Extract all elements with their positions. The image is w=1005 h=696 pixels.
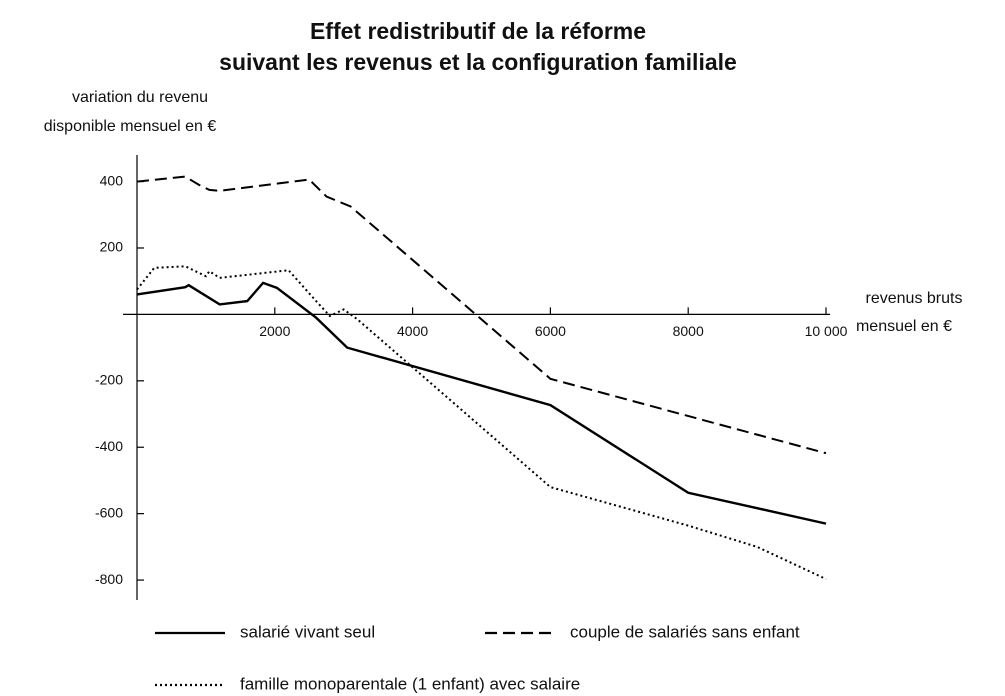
legend-label: famille monoparentale (1 enfant) avec sa… [240,674,580,693]
y-tick-label: -800 [95,571,123,587]
series-line [136,265,827,580]
legend-label: couple de salariés sans enfant [570,622,800,641]
y-axis-label: variation du revenu [72,89,208,106]
x-tick-label: 8000 [673,323,704,339]
x-axis-label: mensuel en € [856,318,952,335]
y-tick-label: -400 [95,438,123,454]
y-tick-label: -600 [95,504,123,520]
series-line [136,175,827,455]
x-tick-label: 2000 [259,323,290,339]
y-tick-label: 200 [100,239,124,255]
x-tick-label: 6000 [535,323,566,339]
chart-title: Effet redistributif de la réforme [310,18,646,44]
y-tick-label: -200 [95,372,123,388]
y-axis-label: disponible mensuel en € [44,118,217,135]
x-tick-label: 4000 [397,323,428,339]
series-line [136,281,827,525]
y-tick-label: 400 [100,172,124,188]
chart-title: suivant les revenus et la configuration … [219,49,737,75]
x-tick-label: 10 000 [805,323,848,339]
legend-label: salarié vivant seul [240,622,375,641]
x-axis-label: revenus bruts [866,290,963,307]
